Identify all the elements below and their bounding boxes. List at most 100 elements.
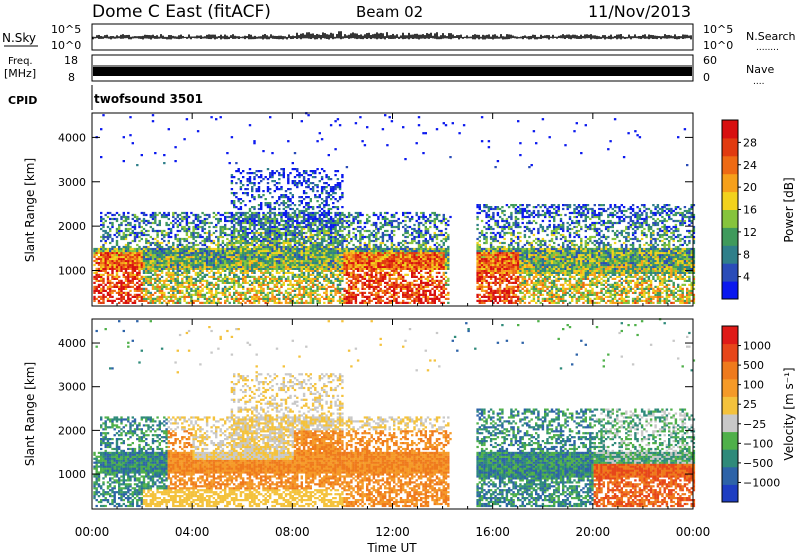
power-cell [320, 176, 324, 179]
power-cell [293, 235, 297, 239]
power-cell [221, 235, 225, 239]
power-cell [323, 225, 326, 229]
power-cell [160, 249, 164, 253]
power-cell [239, 267, 243, 270]
power-cell [307, 291, 310, 294]
power-cell [253, 196, 256, 199]
power-cell [127, 293, 130, 296]
power-cell [352, 291, 355, 294]
power-cell [271, 196, 274, 199]
power-cell [169, 265, 173, 268]
power-cell [318, 213, 321, 217]
power-cell [284, 215, 288, 219]
power-cell [104, 295, 107, 298]
power-cell [178, 243, 182, 247]
power-cell [316, 219, 319, 223]
power-cell [228, 273, 231, 276]
power-cell [178, 289, 182, 292]
power-cell [228, 257, 231, 261]
power-cell [253, 295, 256, 298]
power-cell [370, 265, 373, 268]
power-cell [140, 281, 143, 284]
power-cell [196, 219, 200, 223]
power-cell [136, 219, 139, 223]
power-cell [307, 178, 310, 181]
power-cell [194, 217, 198, 221]
power-cell [363, 245, 367, 249]
power-cell [278, 287, 281, 290]
power-cell [260, 239, 263, 243]
power-cell [205, 213, 209, 217]
power-cell [384, 259, 387, 263]
power-cell [163, 261, 166, 265]
power-cell [246, 253, 249, 257]
power-cell [138, 225, 141, 229]
power-cell [305, 261, 308, 265]
power-cell [154, 297, 157, 300]
power-cell [293, 249, 297, 253]
power-cell [363, 261, 367, 265]
power-cell [266, 249, 270, 253]
power-cell [172, 249, 175, 253]
power-cell [219, 279, 222, 282]
power-cell [345, 225, 349, 229]
power-cell [311, 207, 315, 211]
power-cell [336, 273, 340, 276]
power-cell [118, 223, 121, 227]
power-cell [183, 229, 186, 233]
power-cell [323, 215, 326, 219]
power-cell [336, 279, 340, 282]
power-cell [118, 245, 121, 249]
power-cell [151, 257, 155, 261]
power-cell [244, 259, 247, 263]
power-cell [239, 180, 243, 183]
power-cell [196, 253, 200, 257]
power-cell [255, 239, 258, 243]
power-cell [228, 269, 231, 272]
power-cell [201, 211, 204, 215]
power-cell [345, 261, 349, 265]
power-cell [280, 245, 283, 249]
power-cell [196, 247, 200, 251]
power-cell [381, 259, 385, 263]
power-cell [287, 231, 290, 235]
power-cell [190, 301, 193, 304]
power-cell [115, 271, 119, 274]
power-cell [278, 239, 281, 243]
power-cell [370, 277, 373, 280]
power-cell [327, 209, 330, 213]
power-cell [269, 221, 272, 225]
power-cell [149, 255, 152, 259]
power-cell [244, 237, 247, 241]
power-cell [332, 190, 335, 193]
power-cell [165, 223, 168, 227]
power-cell [255, 213, 258, 217]
power-cell [334, 241, 337, 245]
power-cell [174, 146, 177, 149]
power-cell [203, 213, 207, 217]
power-cell [289, 271, 292, 274]
power-cell [106, 253, 110, 257]
power-cell [264, 255, 267, 259]
power-cell [178, 285, 182, 288]
power-cell [305, 281, 308, 284]
power-cell [244, 225, 247, 229]
power-cell [120, 255, 123, 259]
power-cell [298, 213, 301, 217]
power-cell [266, 293, 270, 296]
power-cell [167, 239, 170, 243]
power-cell [111, 289, 114, 292]
power-cell [278, 259, 281, 263]
power-cell [352, 263, 355, 267]
power-cell [178, 269, 182, 272]
power-cell [208, 253, 211, 257]
power-cell [183, 261, 186, 265]
power-cell [329, 273, 333, 276]
power-cell [226, 152, 229, 155]
power-cell [282, 231, 285, 235]
power-cell [158, 261, 161, 265]
power-cell [356, 281, 360, 284]
power-cell [154, 219, 157, 223]
power-cell [219, 227, 222, 231]
power-cell [359, 255, 362, 259]
